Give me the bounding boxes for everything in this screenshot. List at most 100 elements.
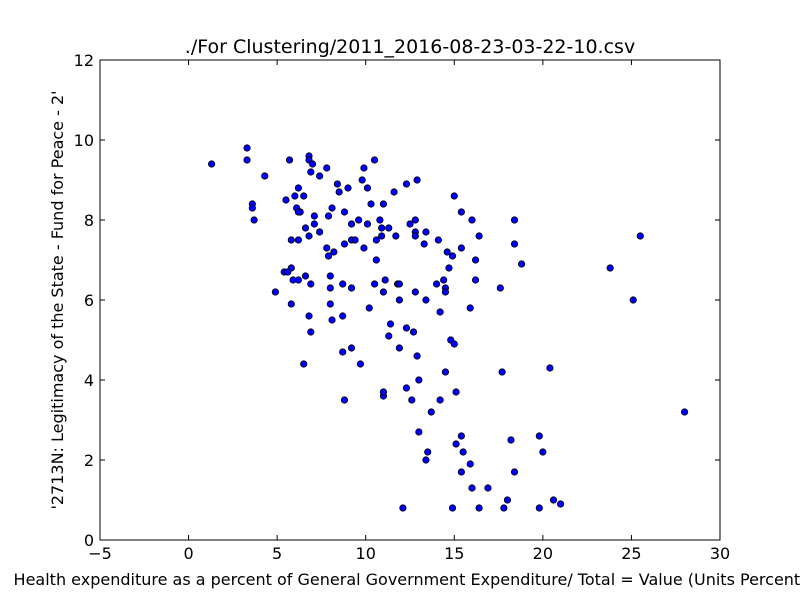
data-point xyxy=(680,408,689,416)
data-point xyxy=(378,224,386,232)
x-tick-label: 15 xyxy=(444,544,464,563)
data-point xyxy=(301,224,310,232)
x-tick-label: 20 xyxy=(533,544,553,563)
data-point xyxy=(243,156,251,164)
data-point xyxy=(402,384,411,392)
data-point xyxy=(324,252,333,260)
data-point xyxy=(402,324,411,332)
data-point xyxy=(457,208,465,216)
data-point xyxy=(347,344,356,352)
data-point xyxy=(535,504,543,512)
x-axis: −5 0 5 10 15 20 25 30 xyxy=(88,60,730,563)
data-point xyxy=(457,244,465,252)
data-point xyxy=(503,496,512,504)
data-point xyxy=(441,288,450,296)
data-point xyxy=(436,396,444,404)
data-point xyxy=(517,260,526,268)
y-tick-label: 12 xyxy=(74,51,94,70)
data-point xyxy=(261,172,269,180)
data-point xyxy=(459,448,467,456)
x-tick-label: −5 xyxy=(88,544,112,563)
data-point xyxy=(408,396,416,404)
data-point xyxy=(326,272,334,280)
y-tick-label: 10 xyxy=(74,131,94,150)
data-point xyxy=(427,408,435,416)
data-point xyxy=(498,368,506,376)
x-tick-label: 10 xyxy=(356,544,376,563)
data-point xyxy=(248,204,256,212)
data-point xyxy=(376,216,384,224)
data-point xyxy=(316,172,324,180)
data-point xyxy=(415,376,423,384)
data-point xyxy=(330,248,338,256)
data-point xyxy=(308,160,317,168)
data-point xyxy=(365,304,373,312)
data-point xyxy=(335,188,343,196)
data-point xyxy=(450,340,458,348)
data-point xyxy=(323,164,331,172)
data-point xyxy=(300,192,308,200)
data-point xyxy=(413,176,421,184)
data-point xyxy=(420,240,428,248)
data-point xyxy=(294,276,302,284)
data-point xyxy=(432,280,441,288)
data-point xyxy=(549,496,558,504)
data-point xyxy=(395,296,403,304)
data-point xyxy=(409,328,418,336)
data-point xyxy=(378,232,386,240)
data-point xyxy=(344,184,352,192)
data-point xyxy=(475,232,483,240)
data-point xyxy=(475,504,483,512)
data-point xyxy=(406,220,414,228)
data-point xyxy=(250,216,258,224)
data-point xyxy=(468,484,476,492)
data-point xyxy=(307,280,315,288)
data-point xyxy=(466,304,474,312)
x-tick-label: 30 xyxy=(710,544,730,563)
data-point xyxy=(360,244,368,252)
data-point xyxy=(443,248,451,256)
data-point xyxy=(282,196,290,204)
data-point xyxy=(510,240,519,248)
y-tick-label: 8 xyxy=(84,211,94,230)
data-point xyxy=(422,456,430,464)
data-point xyxy=(379,388,388,396)
data-point xyxy=(358,176,366,184)
data-point xyxy=(411,288,419,296)
data-point xyxy=(606,264,614,272)
y-tick-label: 6 xyxy=(84,291,94,310)
data-point xyxy=(294,208,302,216)
data-point xyxy=(448,504,457,512)
data-point xyxy=(381,276,389,284)
data-point xyxy=(629,296,637,304)
data-point xyxy=(399,504,407,512)
data-point xyxy=(468,216,476,224)
x-tick-label: 5 xyxy=(272,544,282,563)
data-point xyxy=(316,228,324,236)
data-point xyxy=(466,460,474,468)
x-axis-label: Health expenditure as a percent of Gener… xyxy=(14,570,800,589)
data-point xyxy=(500,504,508,512)
data-point xyxy=(452,388,460,396)
data-point xyxy=(324,212,333,220)
data-point xyxy=(379,288,388,296)
data-point xyxy=(340,240,349,248)
data-point xyxy=(471,256,480,264)
data-point xyxy=(339,312,347,320)
data-point xyxy=(339,280,347,288)
data-point xyxy=(450,192,458,200)
data-point xyxy=(402,180,411,188)
x-tick-label: 0 xyxy=(183,544,193,563)
data-point xyxy=(333,180,341,188)
data-point xyxy=(339,348,347,356)
data-point xyxy=(457,468,465,476)
data-point xyxy=(424,448,432,456)
data-point xyxy=(328,204,336,212)
data-point xyxy=(326,284,334,292)
data-point xyxy=(307,168,315,176)
data-point xyxy=(411,232,419,240)
data-point xyxy=(301,272,310,280)
data-point xyxy=(300,360,308,368)
data-point xyxy=(546,364,554,372)
